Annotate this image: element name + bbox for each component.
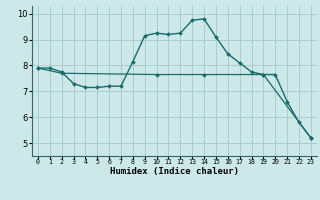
X-axis label: Humidex (Indice chaleur): Humidex (Indice chaleur)	[110, 167, 239, 176]
